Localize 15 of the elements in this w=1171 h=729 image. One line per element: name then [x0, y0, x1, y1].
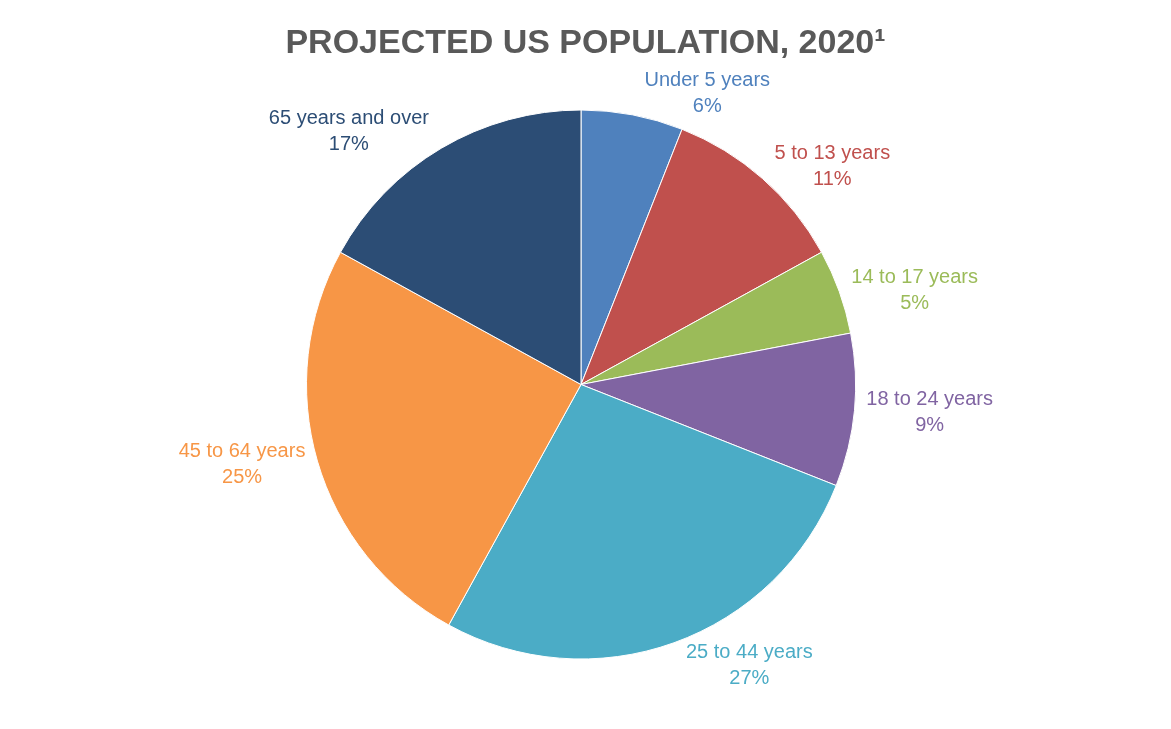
data-label: 17%: [328, 132, 370, 155]
slice-label: 18 to 24 years: [866, 386, 994, 409]
data-label: 11%: [813, 167, 852, 190]
slice-label: 14 to 17 years: [851, 264, 979, 287]
data-label: 27%: [729, 666, 770, 689]
data-label: 5%: [900, 290, 930, 313]
data-label: 6%: [692, 93, 722, 116]
slice-label: 45 to 64 years: [178, 438, 306, 461]
data-label: 25%: [222, 464, 263, 487]
slice-label: Under 5 years: [644, 67, 771, 90]
slice-label: 65 years and over: [268, 106, 430, 129]
data-label: 9%: [915, 412, 945, 435]
slice-label: 5 to 13 years: [774, 141, 891, 164]
chart-title: PROJECTED US POPULATION, 2020¹: [285, 21, 886, 60]
slice-label: 25 to 44 years: [685, 640, 813, 663]
